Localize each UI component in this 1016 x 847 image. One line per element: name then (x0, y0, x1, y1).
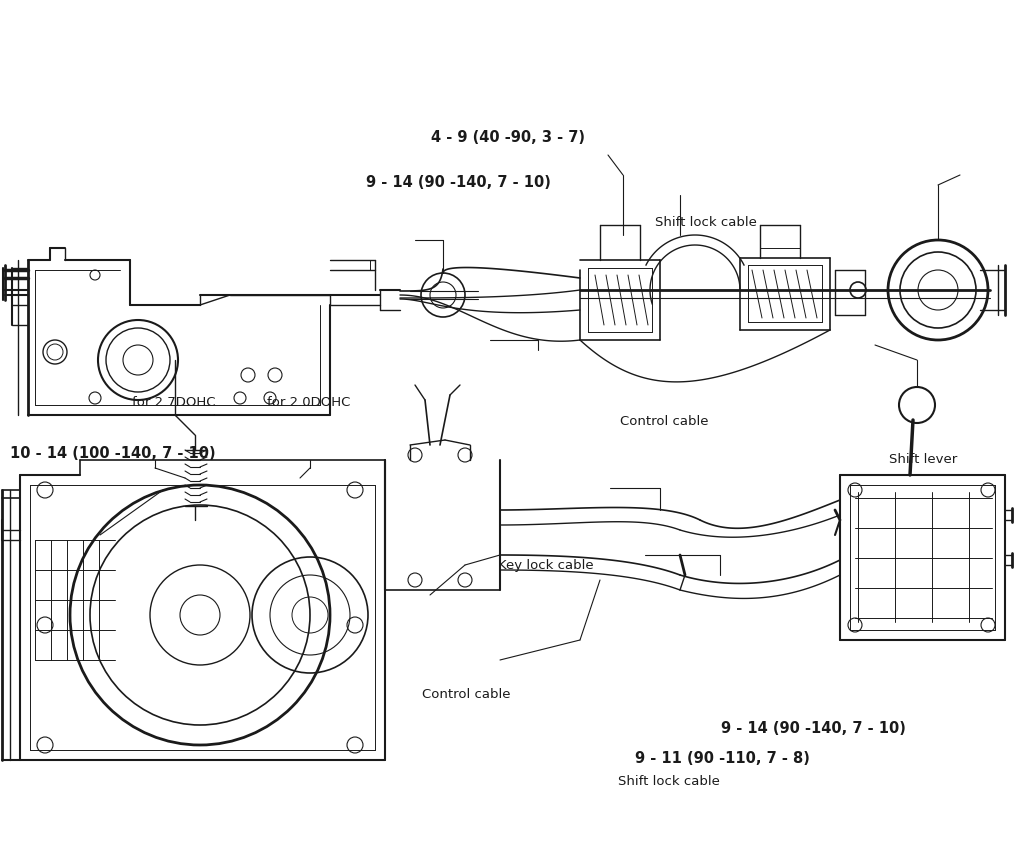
Text: Control cable: Control cable (620, 415, 708, 429)
Text: 9 - 14 (90 -140, 7 - 10): 9 - 14 (90 -140, 7 - 10) (721, 721, 906, 736)
Text: for 2.7DOHC: for 2.7DOHC (132, 396, 215, 409)
Text: Control cable: Control cable (422, 688, 510, 701)
Text: for 2.0DOHC: for 2.0DOHC (267, 396, 351, 409)
Text: 9 - 14 (90 -140, 7 - 10): 9 - 14 (90 -140, 7 - 10) (366, 174, 551, 190)
Text: Shift lever: Shift lever (889, 452, 957, 466)
Circle shape (899, 387, 935, 423)
Text: 10 - 14 (100 -140, 7 - 10): 10 - 14 (100 -140, 7 - 10) (10, 446, 215, 461)
Text: 4 - 9 (40 -90, 3 - 7): 4 - 9 (40 -90, 3 - 7) (431, 130, 585, 145)
Text: 9 - 11 (90 -110, 7 - 8): 9 - 11 (90 -110, 7 - 8) (635, 750, 810, 766)
Text: Key lock cable: Key lock cable (498, 559, 593, 573)
Text: Shift lock cable: Shift lock cable (618, 775, 719, 788)
Text: Shift lock cable: Shift lock cable (655, 216, 757, 230)
